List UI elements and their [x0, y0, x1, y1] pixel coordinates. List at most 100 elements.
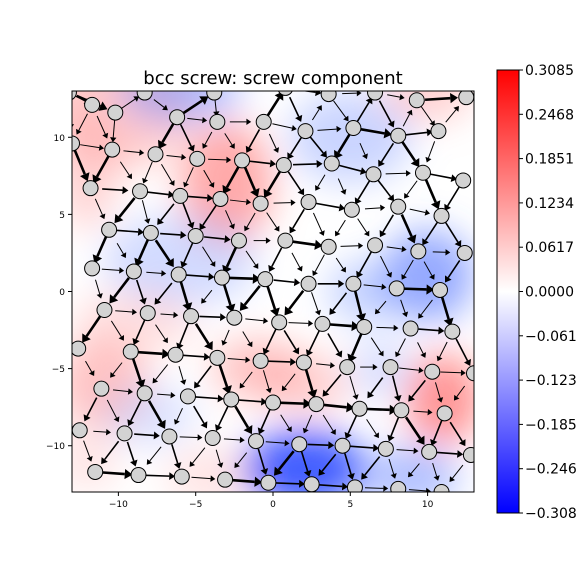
x-tick-label: −5	[189, 500, 202, 510]
atom-marker	[210, 114, 225, 129]
atom-marker	[205, 431, 220, 446]
atom-marker	[213, 191, 228, 206]
x-tick-label: −10	[109, 500, 128, 510]
x-axis-ticks: −10 −5 0 5 10	[109, 492, 434, 510]
atom-marker	[248, 434, 263, 449]
colorbar-tick-label: 0.1851	[525, 152, 574, 168]
atom-marker	[357, 319, 372, 334]
atom-marker	[276, 158, 291, 173]
arrow-shaft	[208, 159, 226, 160]
atom-marker	[403, 321, 418, 336]
atom-marker	[97, 303, 112, 318]
atom-marker	[253, 353, 268, 368]
atom-marker	[457, 245, 472, 260]
atom-marker	[434, 208, 449, 223]
atom-marker	[309, 397, 324, 412]
atom-marker	[126, 264, 141, 279]
atom-marker	[133, 184, 148, 199]
arrow-shaft	[136, 352, 162, 354]
colorbar-tick-label: −0.246	[525, 462, 576, 478]
arrow-shaft	[274, 203, 291, 204]
chart-title: bcc screw: screw component	[143, 68, 402, 89]
atom-marker	[391, 199, 406, 214]
atom-marker	[324, 156, 339, 171]
y-tick-label: −10	[46, 442, 65, 452]
atom-marker	[409, 93, 424, 108]
atom-marker	[137, 386, 152, 401]
atom-marker	[190, 151, 205, 166]
atom-marker	[231, 233, 246, 248]
atom-marker	[162, 429, 177, 444]
atom-marker	[347, 480, 362, 495]
atom-marker	[143, 225, 158, 240]
atom-marker	[83, 181, 98, 196]
arrow-shaft	[386, 173, 406, 174]
arrow-shaft	[268, 361, 290, 362]
atom-marker	[117, 426, 132, 441]
atom-marker	[391, 481, 406, 496]
atom-marker	[301, 276, 316, 291]
atom-marker	[131, 468, 146, 483]
arrow-shaft	[278, 403, 303, 404]
colorbar-tick-label: −0.185	[525, 417, 576, 433]
atom-marker	[227, 310, 242, 325]
atom-marker	[105, 142, 120, 157]
atom-marker	[88, 464, 103, 479]
atom-marker	[258, 272, 273, 287]
field-blob	[366, 446, 458, 508]
arrow-shaft	[327, 324, 352, 326]
atom-marker	[378, 441, 393, 456]
atom-marker	[108, 105, 123, 120]
atom-marker	[292, 437, 307, 452]
arrow-shaft	[145, 475, 169, 476]
atom-marker	[85, 97, 100, 112]
atom-marker	[389, 281, 404, 296]
atom-marker	[368, 238, 383, 253]
atom-marker	[352, 401, 367, 416]
atom-marker	[123, 344, 138, 359]
colorbar-tick-label: −0.308	[525, 506, 576, 522]
atom-marker	[335, 438, 350, 453]
colorbar-tick-label: 0.0617	[525, 240, 574, 256]
atom-marker	[168, 347, 183, 362]
atom-marker	[256, 114, 271, 129]
arrow-shaft	[376, 327, 393, 328]
colorbar-tick-label: 0.2468	[525, 107, 574, 123]
atom-marker	[71, 341, 86, 356]
arrow-shaft	[341, 246, 359, 247]
atom-marker	[298, 124, 313, 139]
arrow-shaft	[101, 472, 125, 474]
atom-marker	[180, 389, 195, 404]
x-tick-label: 0	[270, 500, 276, 510]
atom-marker	[266, 395, 281, 410]
field-blob	[57, 430, 119, 492]
atom-marker	[72, 423, 87, 438]
arrow-shaft	[70, 107, 71, 124]
atom-marker	[459, 90, 474, 105]
arrow-shaft	[365, 488, 383, 489]
atom-marker	[340, 360, 355, 375]
atom-marker	[210, 350, 225, 365]
arrow-shaft	[308, 444, 329, 445]
atom-marker	[346, 276, 361, 291]
atom-marker	[456, 173, 471, 188]
x-tick-label: 5	[347, 500, 353, 510]
atom-marker	[61, 85, 76, 100]
colorbar-gradient	[497, 70, 519, 513]
atom-marker	[170, 110, 185, 125]
atom-marker	[224, 392, 239, 407]
atom-marker	[278, 233, 293, 248]
atom-marker	[394, 403, 409, 418]
arrow-shaft	[402, 289, 426, 290]
atom-marker	[391, 128, 406, 143]
arrow-shaft	[231, 480, 255, 482]
atom-marker	[253, 196, 268, 211]
y-tick-label: 0	[59, 288, 65, 298]
atom-marker	[214, 270, 229, 285]
x-tick-label: 10	[422, 500, 434, 510]
arrow-shaft	[199, 316, 220, 317]
